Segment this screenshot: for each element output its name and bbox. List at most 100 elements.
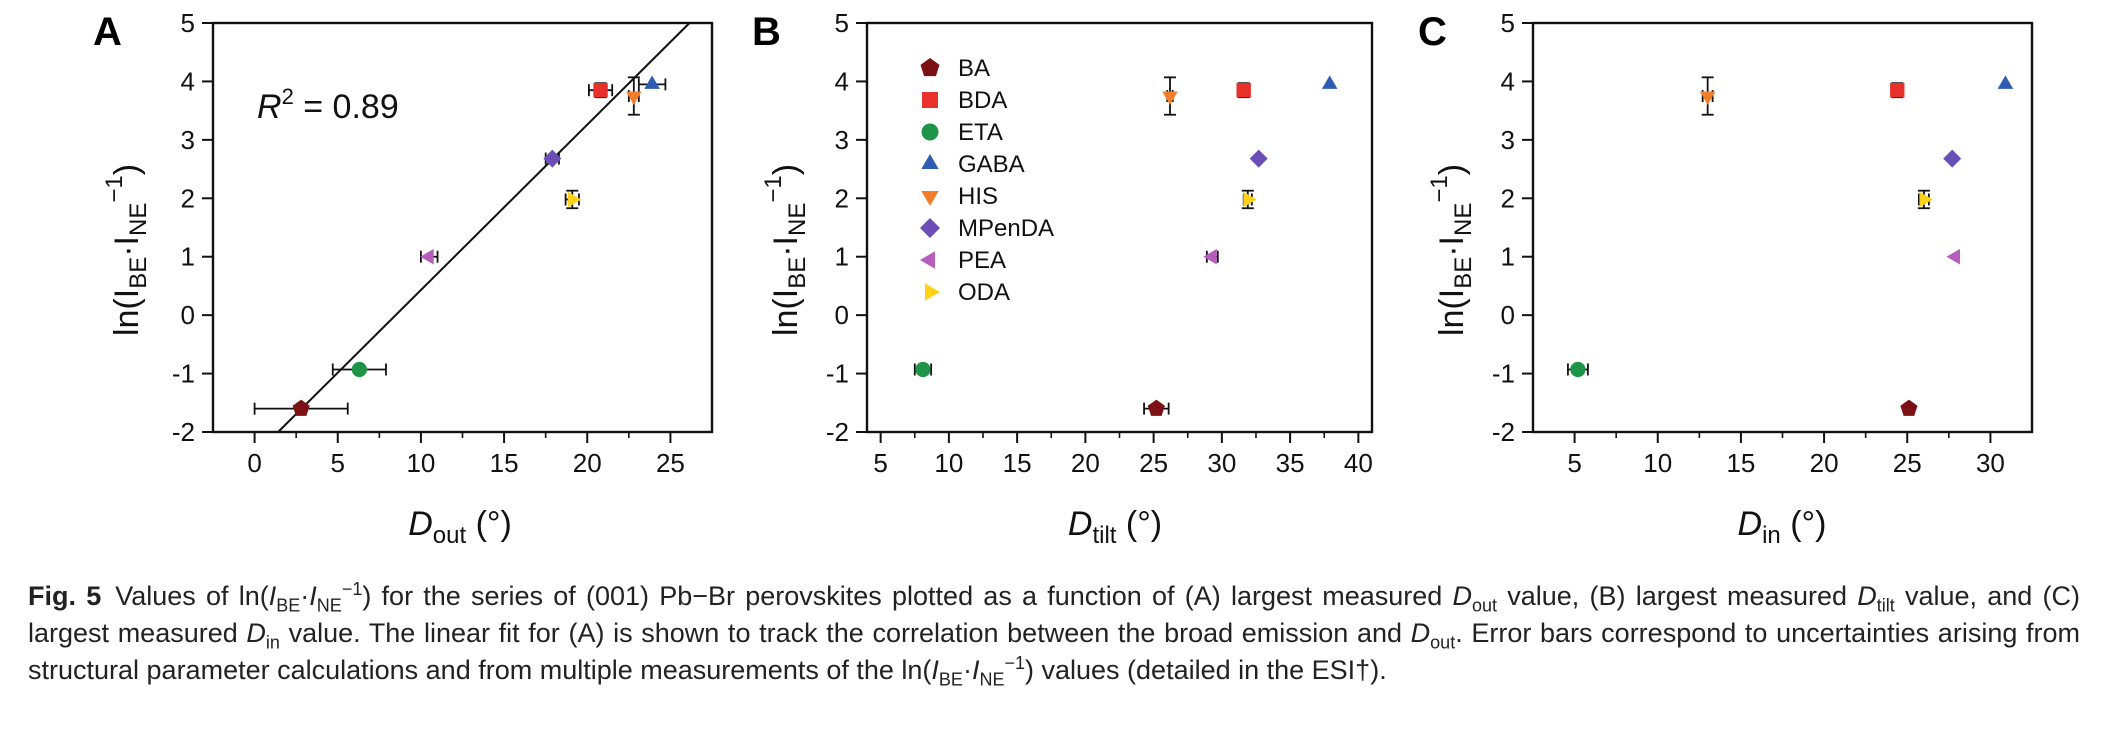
panel-c-point-eta — [1570, 361, 1586, 378]
legend-marker-eta — [921, 123, 939, 141]
panel-b-y-tick-label: -1 — [826, 359, 849, 389]
panel-b-point-eta — [915, 361, 931, 378]
panel-b-label: B — [752, 10, 781, 54]
legend-marker-gaba — [921, 154, 939, 169]
legend-label-ba: BA — [958, 55, 990, 82]
panel-c-x-tick-label: 30 — [1976, 448, 2005, 478]
panel-a-point-ba — [292, 399, 310, 416]
panel-b-x-tick-label: 40 — [1344, 448, 1373, 478]
legend-label-oda: ODA — [958, 279, 1010, 306]
legend: BA BDA ETA GABA HIS MPenDA PEA ODA — [920, 55, 1054, 306]
panel-a-x-tick-label: 15 — [490, 448, 519, 478]
legend-label-pea: PEA — [958, 247, 1006, 274]
panel-b-x-axis-label: Dtilt (°) — [1068, 505, 1162, 549]
panel-b-y-tick-label: 2 — [835, 183, 849, 213]
panel-b-x-tick-label: 30 — [1207, 448, 1236, 478]
panel-a-x-tick-label: 5 — [331, 448, 345, 478]
panel-c-y-tick-label: 4 — [1501, 66, 1515, 96]
panel-c-point-gaba — [1997, 75, 2014, 89]
panel-a: A ln(IBE·INE−1) Dout (°) R2 = 0.89 0 5 10 1… — [93, 8, 714, 549]
caption-label: Fig. 5 — [28, 581, 102, 611]
panel-c-y-tick-label: 0 — [1501, 300, 1515, 330]
legend-label-mpenda: MPenDA — [958, 215, 1054, 242]
panel-c-x-axis-label: Din (°) — [1738, 505, 1827, 549]
figure-5: A ln(IBE·INE−1) Dout (°) R2 = 0.89 0 5 10 1… — [93, 8, 2034, 549]
panel-b-point-mpenda — [1249, 149, 1268, 168]
panel-c-frame — [1531, 21, 2034, 434]
panel-a-y-tick-label: 0 — [181, 300, 195, 330]
panel-c-y-tick-label: 1 — [1501, 242, 1515, 272]
legend-label-gaba: GABA — [958, 151, 1025, 178]
panel-b: B ln(IBE·INE−1) Dtilt (°) BA BDA ETA GABA HI… — [752, 8, 1374, 549]
panel-a-y-tick-label: -1 — [172, 359, 195, 389]
panel-b-point-oda — [1243, 191, 1257, 208]
panel-b-frame — [865, 21, 1374, 434]
panel-c-y-tick-label: 3 — [1501, 125, 1515, 155]
panel-c-label: C — [1418, 10, 1447, 54]
legend-marker-bda — [922, 92, 938, 108]
panel-a-y-tick-label: 4 — [181, 66, 195, 96]
panel-c-x-tick-label: 10 — [1643, 448, 1672, 478]
panel-b-point-gaba — [1321, 75, 1338, 89]
legend-marker-pea — [920, 251, 935, 269]
panel-b-point-pea — [1203, 248, 1217, 265]
panel-a-x-axis-label: Dout (°) — [408, 505, 512, 549]
panel-a-point-mpenda — [543, 149, 562, 168]
panel-b-y-tick-label: 3 — [835, 125, 849, 155]
legend-marker-mpenda — [920, 218, 940, 238]
panel-b-x-tick-label: 15 — [1003, 448, 1032, 478]
legend-marker-oda — [925, 283, 940, 301]
panel-c-y-tick-label: 5 — [1501, 8, 1515, 38]
figure-caption: Fig. 5 Values of ln(IBE·INE−1) for the se… — [28, 579, 2080, 690]
panel-c-x-tick-label: 20 — [1810, 448, 1839, 478]
panel-b-y-tick-label: 5 — [835, 8, 849, 38]
panel-a-x-tick-label: 20 — [573, 448, 602, 478]
panel-a-point-his — [626, 91, 642, 105]
panel-a-point-eta — [351, 361, 368, 378]
panel-a-point-gaba — [644, 75, 660, 89]
r-squared-annotation: R2 = 0.89 — [257, 84, 399, 126]
panel-c-y-tick-label: 2 — [1501, 183, 1515, 213]
panel-c-point-ba — [1900, 399, 1918, 416]
panel-b-x-tick-label: 35 — [1276, 448, 1305, 478]
legend-label-eta: ETA — [958, 119, 1003, 146]
legend-marker-ba — [920, 58, 940, 77]
panel-a-x-tick-label: 25 — [656, 448, 685, 478]
panel-a-y-tick-label: 3 — [181, 125, 195, 155]
panel-a-label: A — [93, 10, 122, 54]
panel-b-y-tick-label: 1 — [835, 242, 849, 272]
panel-c-point-his — [1699, 91, 1716, 105]
panel-b-y-tick-label: 4 — [835, 66, 849, 96]
panel-b-x-tick-label: 5 — [873, 448, 887, 478]
legend-marker-his — [921, 191, 939, 206]
legend-label-bda: BDA — [958, 87, 1007, 114]
panel-b-y-tick-label: -2 — [826, 417, 849, 447]
panel-c-x-tick-label: 5 — [1567, 448, 1581, 478]
panel-b-point-ba — [1147, 399, 1165, 416]
panel-a-x-tick-label: 10 — [406, 448, 435, 478]
panel-a-y-axis-label: ln(IBE·INE−1) — [101, 164, 152, 336]
panel-b-point-bda — [1236, 82, 1251, 98]
panel-a-y-tick-label: 5 — [181, 8, 195, 38]
panel-a-y-tick-label: 2 — [181, 183, 195, 213]
panel-a-point-oda — [567, 191, 582, 208]
panel-a-x-tick-label: 0 — [247, 448, 261, 478]
panel-b-y-axis-label: ln(IBE·INE−1) — [760, 164, 811, 336]
panel-a-point-bda — [593, 82, 608, 98]
panel-c-y-axis-label: ln(IBE·INE−1) — [1426, 164, 1477, 336]
panel-b-x-tick-label: 10 — [934, 448, 963, 478]
legend-label-his: HIS — [958, 183, 998, 210]
panel-a-y-tick-label: 1 — [181, 242, 195, 272]
panel-c-x-tick-label: 25 — [1893, 448, 1922, 478]
panel-c-point-pea — [1946, 248, 1960, 265]
panel-c-x-tick-label: 15 — [1726, 448, 1755, 478]
panel-c-point-bda — [1890, 82, 1905, 98]
panel-b-x-tick-label: 25 — [1139, 448, 1168, 478]
panel-a-fit-line — [277, 22, 691, 433]
panel-c-y-tick-label: -2 — [1492, 417, 1515, 447]
panel-a-point-pea — [420, 248, 434, 265]
panel-c-point-oda — [1919, 191, 1933, 208]
panel-c-point-mpenda — [1943, 149, 1962, 168]
panel-b-y-tick-label: 0 — [835, 300, 849, 330]
panel-a-y-tick-label: -2 — [172, 417, 195, 447]
